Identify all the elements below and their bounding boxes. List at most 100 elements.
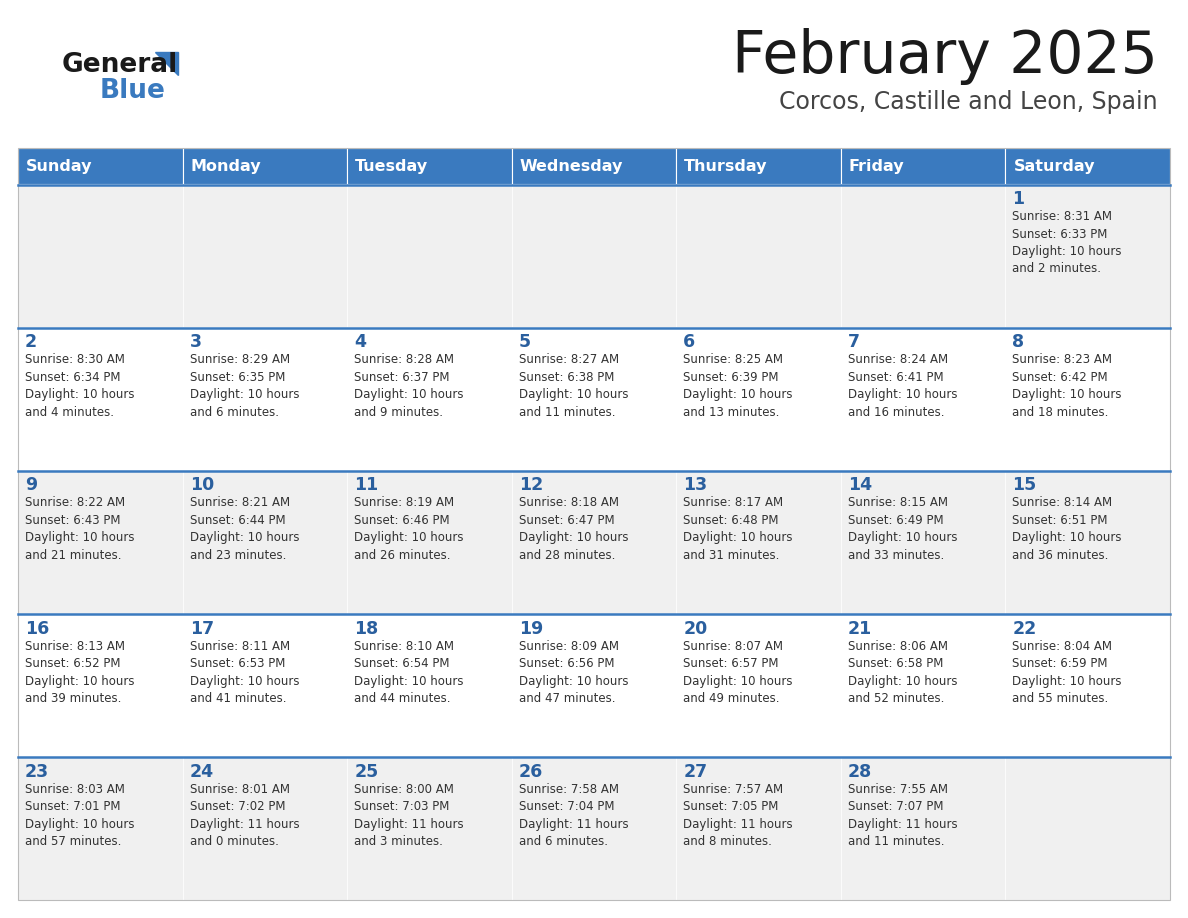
FancyBboxPatch shape — [18, 184, 183, 327]
Text: 25: 25 — [354, 763, 379, 781]
FancyBboxPatch shape — [347, 756, 512, 900]
Text: Saturday: Saturday — [1013, 159, 1095, 174]
Text: Sunrise: 8:24 AM
Sunset: 6:41 PM
Daylight: 10 hours
and 16 minutes.: Sunrise: 8:24 AM Sunset: 6:41 PM Dayligh… — [848, 353, 958, 419]
Text: 22: 22 — [1012, 620, 1037, 638]
FancyBboxPatch shape — [347, 148, 512, 184]
Text: Sunrise: 8:22 AM
Sunset: 6:43 PM
Daylight: 10 hours
and 21 minutes.: Sunrise: 8:22 AM Sunset: 6:43 PM Dayligh… — [25, 497, 134, 562]
Text: 15: 15 — [1012, 476, 1037, 495]
Text: Sunrise: 7:55 AM
Sunset: 7:07 PM
Daylight: 11 hours
and 11 minutes.: Sunrise: 7:55 AM Sunset: 7:07 PM Dayligh… — [848, 783, 958, 848]
Text: Sunrise: 8:14 AM
Sunset: 6:51 PM
Daylight: 10 hours
and 36 minutes.: Sunrise: 8:14 AM Sunset: 6:51 PM Dayligh… — [1012, 497, 1121, 562]
Text: Sunrise: 7:58 AM
Sunset: 7:04 PM
Daylight: 11 hours
and 6 minutes.: Sunrise: 7:58 AM Sunset: 7:04 PM Dayligh… — [519, 783, 628, 848]
Text: 10: 10 — [190, 476, 214, 495]
Text: Sunrise: 8:17 AM
Sunset: 6:48 PM
Daylight: 10 hours
and 31 minutes.: Sunrise: 8:17 AM Sunset: 6:48 PM Dayligh… — [683, 497, 792, 562]
Text: 19: 19 — [519, 620, 543, 638]
Text: Sunrise: 8:21 AM
Sunset: 6:44 PM
Daylight: 10 hours
and 23 minutes.: Sunrise: 8:21 AM Sunset: 6:44 PM Dayligh… — [190, 497, 299, 562]
Text: Sunrise: 8:09 AM
Sunset: 6:56 PM
Daylight: 10 hours
and 47 minutes.: Sunrise: 8:09 AM Sunset: 6:56 PM Dayligh… — [519, 640, 628, 705]
Text: Sunrise: 8:30 AM
Sunset: 6:34 PM
Daylight: 10 hours
and 4 minutes.: Sunrise: 8:30 AM Sunset: 6:34 PM Dayligh… — [25, 353, 134, 419]
Text: Sunday: Sunday — [26, 159, 93, 174]
FancyBboxPatch shape — [347, 470, 512, 613]
Text: 5: 5 — [519, 333, 531, 352]
Text: 13: 13 — [683, 476, 707, 495]
Text: Sunrise: 8:11 AM
Sunset: 6:53 PM
Daylight: 10 hours
and 41 minutes.: Sunrise: 8:11 AM Sunset: 6:53 PM Dayligh… — [190, 640, 299, 705]
Text: Sunrise: 8:15 AM
Sunset: 6:49 PM
Daylight: 10 hours
and 33 minutes.: Sunrise: 8:15 AM Sunset: 6:49 PM Dayligh… — [848, 497, 958, 562]
Text: Sunrise: 8:18 AM
Sunset: 6:47 PM
Daylight: 10 hours
and 28 minutes.: Sunrise: 8:18 AM Sunset: 6:47 PM Dayligh… — [519, 497, 628, 562]
FancyBboxPatch shape — [676, 327, 841, 470]
Text: 24: 24 — [190, 763, 214, 781]
Text: Sunrise: 8:01 AM
Sunset: 7:02 PM
Daylight: 11 hours
and 0 minutes.: Sunrise: 8:01 AM Sunset: 7:02 PM Dayligh… — [190, 783, 299, 848]
Text: 8: 8 — [1012, 333, 1024, 352]
Text: Sunrise: 8:10 AM
Sunset: 6:54 PM
Daylight: 10 hours
and 44 minutes.: Sunrise: 8:10 AM Sunset: 6:54 PM Dayligh… — [354, 640, 463, 705]
FancyBboxPatch shape — [512, 613, 676, 756]
Text: 3: 3 — [190, 333, 202, 352]
FancyBboxPatch shape — [512, 470, 676, 613]
Text: General: General — [62, 52, 178, 78]
Text: Tuesday: Tuesday — [355, 159, 428, 174]
FancyBboxPatch shape — [347, 613, 512, 756]
Text: 11: 11 — [354, 476, 379, 495]
Text: Monday: Monday — [190, 159, 261, 174]
FancyBboxPatch shape — [512, 756, 676, 900]
FancyBboxPatch shape — [183, 327, 347, 470]
Text: Blue: Blue — [100, 78, 166, 104]
Text: February 2025: February 2025 — [732, 28, 1158, 85]
Text: Sunrise: 8:03 AM
Sunset: 7:01 PM
Daylight: 10 hours
and 57 minutes.: Sunrise: 8:03 AM Sunset: 7:01 PM Dayligh… — [25, 783, 134, 848]
Text: 18: 18 — [354, 620, 379, 638]
Text: Sunrise: 8:13 AM
Sunset: 6:52 PM
Daylight: 10 hours
and 39 minutes.: Sunrise: 8:13 AM Sunset: 6:52 PM Dayligh… — [25, 640, 134, 705]
FancyBboxPatch shape — [183, 756, 347, 900]
Text: 27: 27 — [683, 763, 707, 781]
FancyBboxPatch shape — [1005, 613, 1170, 756]
FancyBboxPatch shape — [841, 756, 1005, 900]
FancyBboxPatch shape — [841, 470, 1005, 613]
FancyBboxPatch shape — [347, 327, 512, 470]
Text: Sunrise: 8:19 AM
Sunset: 6:46 PM
Daylight: 10 hours
and 26 minutes.: Sunrise: 8:19 AM Sunset: 6:46 PM Dayligh… — [354, 497, 463, 562]
FancyBboxPatch shape — [1005, 470, 1170, 613]
FancyBboxPatch shape — [676, 470, 841, 613]
FancyBboxPatch shape — [18, 148, 183, 184]
Text: 23: 23 — [25, 763, 49, 781]
Text: 12: 12 — [519, 476, 543, 495]
Text: Sunrise: 8:29 AM
Sunset: 6:35 PM
Daylight: 10 hours
and 6 minutes.: Sunrise: 8:29 AM Sunset: 6:35 PM Dayligh… — [190, 353, 299, 419]
Text: 6: 6 — [683, 333, 695, 352]
FancyBboxPatch shape — [841, 148, 1005, 184]
Text: Sunrise: 7:57 AM
Sunset: 7:05 PM
Daylight: 11 hours
and 8 minutes.: Sunrise: 7:57 AM Sunset: 7:05 PM Dayligh… — [683, 783, 792, 848]
Text: 28: 28 — [848, 763, 872, 781]
FancyBboxPatch shape — [512, 148, 676, 184]
Text: Sunrise: 8:04 AM
Sunset: 6:59 PM
Daylight: 10 hours
and 55 minutes.: Sunrise: 8:04 AM Sunset: 6:59 PM Dayligh… — [1012, 640, 1121, 705]
Text: 2: 2 — [25, 333, 37, 352]
Text: 9: 9 — [25, 476, 37, 495]
Text: 1: 1 — [1012, 190, 1024, 208]
FancyBboxPatch shape — [1005, 148, 1170, 184]
FancyBboxPatch shape — [183, 613, 347, 756]
Text: Friday: Friday — [849, 159, 904, 174]
FancyBboxPatch shape — [841, 184, 1005, 327]
FancyBboxPatch shape — [183, 184, 347, 327]
Text: Thursday: Thursday — [684, 159, 767, 174]
FancyBboxPatch shape — [1005, 184, 1170, 327]
FancyBboxPatch shape — [18, 613, 183, 756]
FancyBboxPatch shape — [18, 327, 183, 470]
FancyBboxPatch shape — [18, 756, 183, 900]
Text: Sunrise: 8:31 AM
Sunset: 6:33 PM
Daylight: 10 hours
and 2 minutes.: Sunrise: 8:31 AM Sunset: 6:33 PM Dayligh… — [1012, 210, 1121, 275]
Text: 26: 26 — [519, 763, 543, 781]
FancyBboxPatch shape — [1005, 756, 1170, 900]
Text: 7: 7 — [848, 333, 860, 352]
Text: Sunrise: 8:07 AM
Sunset: 6:57 PM
Daylight: 10 hours
and 49 minutes.: Sunrise: 8:07 AM Sunset: 6:57 PM Dayligh… — [683, 640, 792, 705]
Text: Sunrise: 8:23 AM
Sunset: 6:42 PM
Daylight: 10 hours
and 18 minutes.: Sunrise: 8:23 AM Sunset: 6:42 PM Dayligh… — [1012, 353, 1121, 419]
Polygon shape — [154, 52, 178, 75]
Text: Corcos, Castille and Leon, Spain: Corcos, Castille and Leon, Spain — [779, 90, 1158, 114]
Text: Sunrise: 8:28 AM
Sunset: 6:37 PM
Daylight: 10 hours
and 9 minutes.: Sunrise: 8:28 AM Sunset: 6:37 PM Dayligh… — [354, 353, 463, 419]
Text: 21: 21 — [848, 620, 872, 638]
FancyBboxPatch shape — [183, 470, 347, 613]
Text: Sunrise: 8:00 AM
Sunset: 7:03 PM
Daylight: 11 hours
and 3 minutes.: Sunrise: 8:00 AM Sunset: 7:03 PM Dayligh… — [354, 783, 463, 848]
Text: Sunrise: 8:27 AM
Sunset: 6:38 PM
Daylight: 10 hours
and 11 minutes.: Sunrise: 8:27 AM Sunset: 6:38 PM Dayligh… — [519, 353, 628, 419]
Text: Wednesday: Wednesday — [519, 159, 623, 174]
Text: Sunrise: 8:06 AM
Sunset: 6:58 PM
Daylight: 10 hours
and 52 minutes.: Sunrise: 8:06 AM Sunset: 6:58 PM Dayligh… — [848, 640, 958, 705]
FancyBboxPatch shape — [512, 327, 676, 470]
Text: 16: 16 — [25, 620, 49, 638]
Text: 17: 17 — [190, 620, 214, 638]
Text: 20: 20 — [683, 620, 708, 638]
FancyBboxPatch shape — [676, 148, 841, 184]
FancyBboxPatch shape — [841, 327, 1005, 470]
FancyBboxPatch shape — [18, 470, 183, 613]
Text: 4: 4 — [354, 333, 366, 352]
